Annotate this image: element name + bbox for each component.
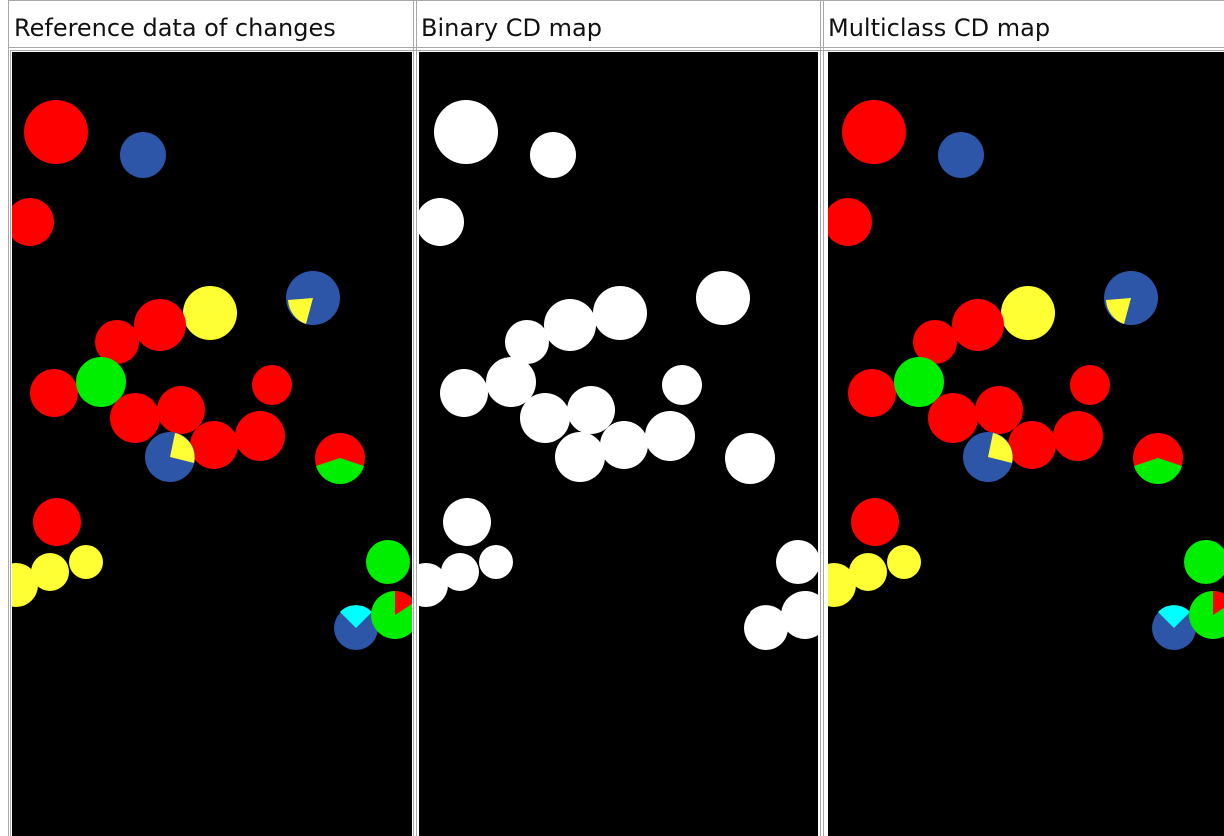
column-header: Reference data of changes bbox=[14, 14, 336, 42]
multiclass-image bbox=[828, 52, 1224, 836]
table-borders bbox=[8, 0, 1224, 836]
reference-image bbox=[12, 52, 412, 836]
column-header: Binary CD map bbox=[421, 14, 602, 42]
column-header: Multiclass CD map bbox=[828, 14, 1051, 42]
binary-image bbox=[419, 52, 818, 836]
